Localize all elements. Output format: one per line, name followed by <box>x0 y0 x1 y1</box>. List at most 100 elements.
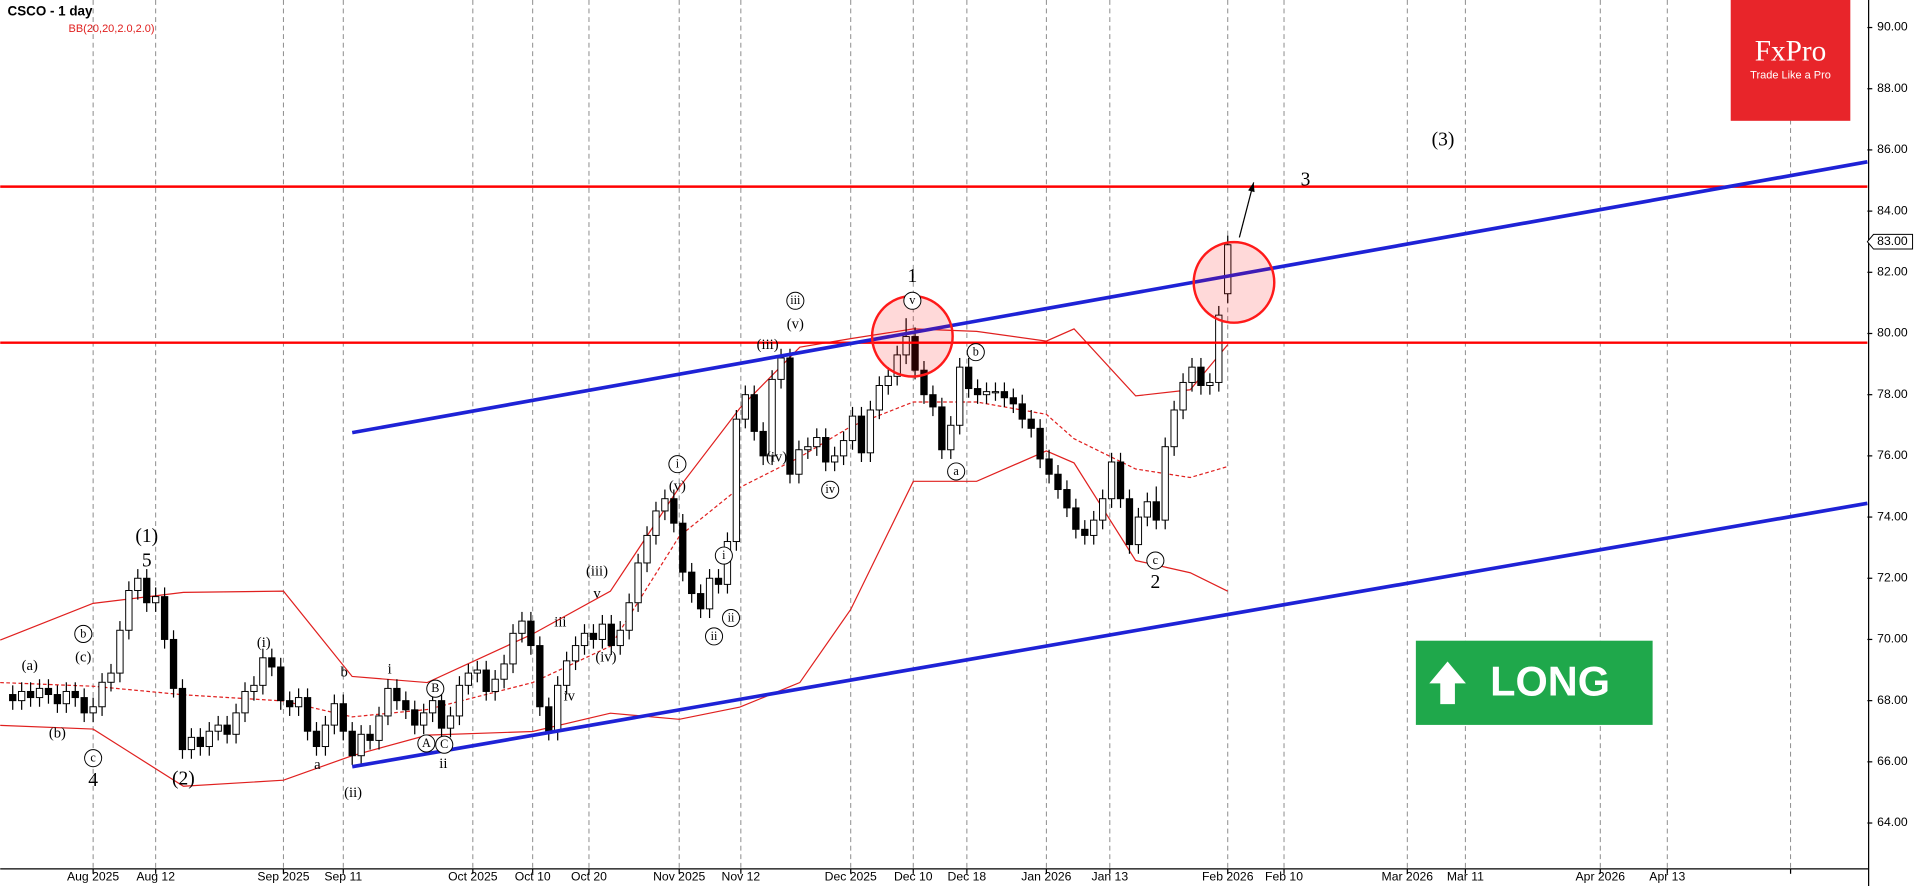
candle-body <box>902 336 910 356</box>
candle-body <box>277 666 285 702</box>
y-tick-label: 74.00 <box>1877 509 1908 523</box>
wave-label: (2) <box>172 769 195 790</box>
candle-body <box>1054 473 1062 491</box>
candle-body <box>1197 366 1205 386</box>
candle-body <box>857 415 866 454</box>
x-tick-label: Apr 13 <box>1649 870 1685 884</box>
candle-body <box>268 657 276 668</box>
wave-label: (v) <box>787 317 804 333</box>
wave-label-ring <box>1146 551 1165 570</box>
candle-body <box>554 684 562 732</box>
candle-body <box>1063 489 1071 509</box>
candle-body <box>1099 498 1107 521</box>
candle-body <box>580 632 589 647</box>
candle-body <box>437 700 446 729</box>
x-tick-label: Sep 11 <box>324 870 362 884</box>
candle-body <box>125 590 133 631</box>
candle-body <box>71 690 79 699</box>
candle-body <box>1009 397 1017 405</box>
candle-body <box>143 577 151 604</box>
x-tick-label: Dec 18 <box>948 870 987 884</box>
candle-body <box>1152 501 1160 521</box>
candle-body <box>652 510 660 536</box>
candle-body <box>107 672 115 683</box>
y-tick-label: 82.00 <box>1877 265 1908 279</box>
x-tick-label: Nov 2025 <box>653 870 705 884</box>
candle-body <box>643 534 651 564</box>
candle-body <box>688 571 696 595</box>
brand-logo: FxPro Trade Like a Pro <box>1730 0 1851 121</box>
candle-body <box>1179 381 1187 411</box>
candle-body <box>813 437 821 448</box>
trendline <box>351 501 1868 769</box>
candle-body <box>920 369 928 396</box>
signal-text: LONG <box>1490 658 1610 705</box>
y-tick-label: 84.00 <box>1877 203 1908 217</box>
wave-label-ring <box>435 735 454 754</box>
candle-body <box>768 378 776 457</box>
candle-body <box>616 629 624 647</box>
candle-body <box>509 632 517 665</box>
candle-body <box>830 455 839 463</box>
candle-body <box>589 632 598 640</box>
wave-label: (b) <box>49 725 66 741</box>
wave-label: A <box>422 736 431 750</box>
candle-body <box>804 446 812 451</box>
wave-label: (i) <box>257 635 271 651</box>
candle-body <box>1090 519 1098 536</box>
candle-body <box>732 418 741 543</box>
candle-body <box>312 730 321 748</box>
candle-body <box>411 709 419 726</box>
signal-arrow <box>1429 661 1466 705</box>
wave-label-ring <box>947 462 966 481</box>
candle-body <box>607 623 615 647</box>
bollinger-lower <box>0 450 1228 787</box>
x-tick-label: Aug 12 <box>136 870 175 884</box>
wave-label: a <box>953 464 959 478</box>
candle-body <box>911 336 919 371</box>
candle-body <box>1036 427 1044 460</box>
candle-body <box>80 697 88 714</box>
wave-label-ring <box>74 624 93 643</box>
wave-label: 1 <box>907 266 917 287</box>
candle-body <box>777 357 785 380</box>
wave-label: i <box>722 548 726 562</box>
candle-body <box>714 577 723 585</box>
candle-body <box>625 602 633 631</box>
candle-body <box>473 669 481 674</box>
wave-label: (ii) <box>344 785 362 801</box>
wave-label: (iii) <box>586 563 608 579</box>
candle-body <box>339 703 347 732</box>
wave-label: B <box>431 681 439 695</box>
candle-body <box>446 715 455 729</box>
y-tick-label: 64.00 <box>1877 815 1908 829</box>
candle-body <box>786 357 794 475</box>
candle-body <box>393 687 401 702</box>
wave-label-ring <box>705 627 724 646</box>
x-tick-label: Feb 10 <box>1265 870 1303 884</box>
candle-body <box>1072 507 1080 530</box>
candles <box>9 235 1232 765</box>
candle-body <box>973 388 982 396</box>
candle-body <box>26 690 35 699</box>
wave-label-ring <box>786 291 805 310</box>
candle-body <box>750 394 758 432</box>
candle-body <box>375 715 383 741</box>
candle-body <box>98 681 106 708</box>
candle-body <box>598 623 607 640</box>
x-tick-label: Sep 2025 <box>257 870 309 884</box>
bollinger-upper <box>0 328 1229 684</box>
wave-label: 2 <box>1150 572 1160 593</box>
candle-body <box>321 724 330 748</box>
wave-label-ring <box>417 734 436 753</box>
wave-label-ring <box>966 343 985 362</box>
wave-label: (iv) <box>766 449 787 465</box>
wave-label: iii <box>790 293 801 307</box>
candle-body <box>705 577 714 610</box>
candle-body <box>17 690 26 702</box>
y-tick-label: 72.00 <box>1877 570 1908 584</box>
candle-body <box>884 375 892 386</box>
candle-body <box>500 663 508 680</box>
